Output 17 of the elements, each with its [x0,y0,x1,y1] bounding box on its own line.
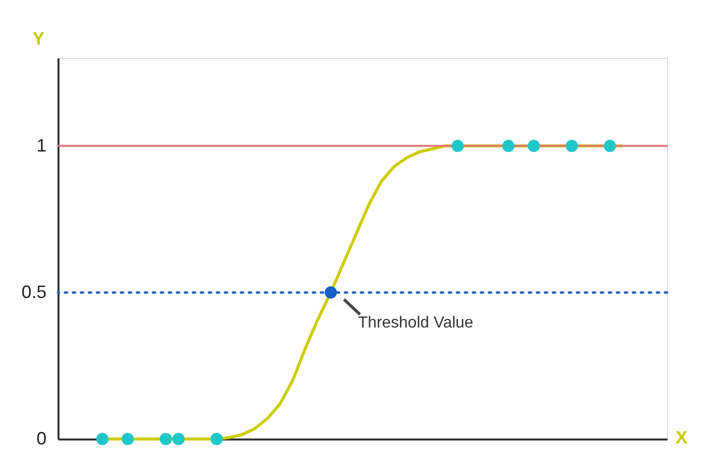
point [122,432,134,446]
point [528,140,540,152]
point [96,432,109,446]
y-tick-label: 0 [36,428,46,448]
point [210,432,223,446]
point [604,140,616,152]
point [502,140,515,152]
point [452,140,464,152]
y-tick-label: 0.5 [21,282,46,302]
x-axis-title: X [676,428,688,448]
point [160,432,172,446]
y-axis-title: Y [32,28,45,48]
y-tick-label: 1 [36,135,46,156]
point [172,432,185,446]
point [324,286,337,299]
point [566,140,578,152]
annotation: Threshold Value [358,314,474,332]
